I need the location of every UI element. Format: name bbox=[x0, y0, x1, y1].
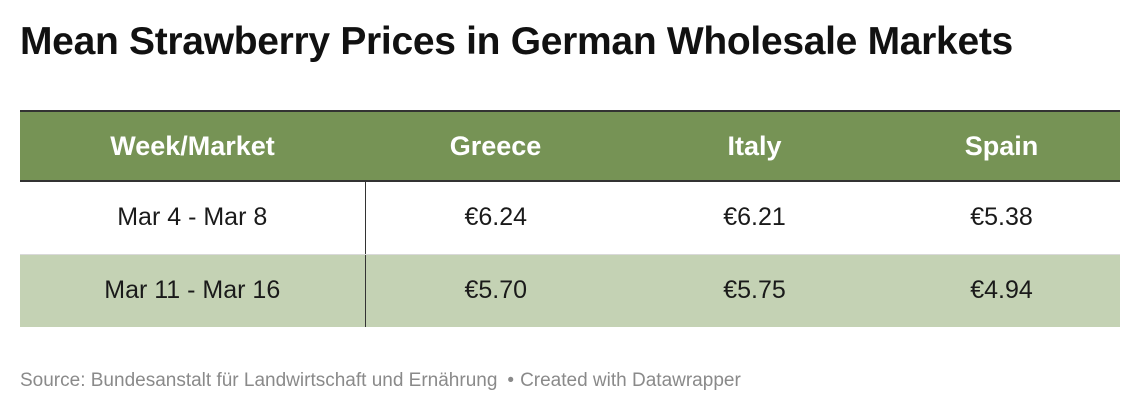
price-cell-italy: €6.21 bbox=[626, 181, 883, 255]
table-row: Mar 11 - Mar 16 €5.70 €5.75 €4.94 bbox=[20, 254, 1120, 327]
column-header-week-market: Week/Market bbox=[20, 110, 365, 182]
price-cell-spain: €5.38 bbox=[883, 181, 1120, 255]
column-header-spain: Spain bbox=[883, 110, 1120, 182]
week-cell: Mar 11 - Mar 16 bbox=[20, 254, 366, 327]
table-row: Mar 4 - Mar 8 €6.24 €6.21 €5.38 bbox=[20, 181, 1120, 255]
price-cell-spain: €4.94 bbox=[970, 276, 1033, 305]
chart-title: Mean Strawberry Prices in German Wholesa… bbox=[20, 20, 1013, 63]
table-header: Week/Market Greece Italy Spain bbox=[20, 110, 1120, 182]
source-note: Source: Bundesanstalt für Landwirtschaft… bbox=[20, 370, 498, 391]
price-cell-greece: €5.70 bbox=[464, 276, 528, 305]
table-body: Mar 4 - Mar 8 €6.24 €6.21 €5.38 Mar 11 -… bbox=[20, 181, 1120, 327]
week-cell: Mar 4 - Mar 8 bbox=[20, 181, 366, 255]
footer-separator: • bbox=[507, 370, 515, 391]
credit-link[interactable]: Created with Datawrapper bbox=[520, 370, 741, 391]
chart-footer: Source: Bundesanstalt für Landwirtschaft… bbox=[20, 370, 741, 392]
price-table: Week/Market Greece Italy Spain Mar 4 - M… bbox=[20, 110, 1120, 327]
header-row: Week/Market Greece Italy Spain bbox=[20, 110, 1120, 182]
price-cell-greece: €6.24 bbox=[365, 181, 626, 255]
price-cell-italy: €5.75 bbox=[723, 276, 786, 305]
column-header-italy: Italy bbox=[626, 110, 883, 182]
column-header-greece: Greece bbox=[365, 110, 626, 182]
